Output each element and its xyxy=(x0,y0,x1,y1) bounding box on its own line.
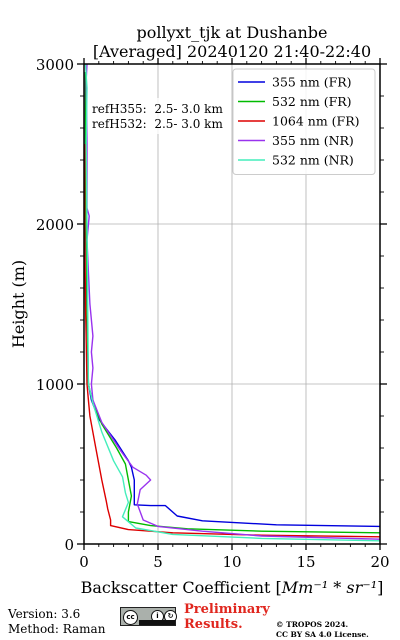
x-tick-label: 10 xyxy=(222,553,241,571)
chart-title-line2: [Averaged] 20240120 21:40-22:40 xyxy=(93,42,371,61)
legend-label: 355 nm (NR) xyxy=(272,133,354,148)
x-tick-label: 5 xyxy=(153,553,163,571)
series-line xyxy=(84,64,380,542)
copyright-line1: © TROPOS 2024. xyxy=(276,620,349,629)
x-tick-label: 20 xyxy=(370,553,389,571)
y-tick-label: 3000 xyxy=(36,56,74,74)
cc-icon: cc xyxy=(123,610,138,625)
y-tick-label: 2000 xyxy=(36,216,74,234)
axes-ticks: 0 5 10 15 20 0 1000 2000 3000 xyxy=(36,56,390,571)
y-tick-label: 1000 xyxy=(36,376,74,394)
legend-label: 532 nm (FR) xyxy=(272,94,352,109)
y-axis-label: Height (m) xyxy=(9,260,28,348)
backscatter-profile-chart: pollyxt_tjk at Dushanbe [Averaged] 20240… xyxy=(9,23,390,597)
method-text: Method: Raman xyxy=(8,622,106,636)
x-axis-label-prefix: Backscatter Coefficient [ xyxy=(81,578,282,597)
y-tick-label: 0 xyxy=(64,536,74,554)
x-axis-label-suffix: ] xyxy=(377,578,383,597)
data-series xyxy=(84,64,380,542)
annotation-refh355: refH355: 2.5- 3.0 km xyxy=(92,102,223,116)
copyright-line2: CC BY SA 4.0 License. xyxy=(276,630,369,639)
cc-by-sa-license-badge: cc i ↻ xyxy=(120,607,177,626)
legend-box xyxy=(232,68,376,175)
x-tick-label: 15 xyxy=(296,553,315,571)
preliminary-line1: Preliminary xyxy=(184,602,270,617)
x-axis-label: Backscatter Coefficient [Mm⁻¹ * sr⁻¹] xyxy=(81,578,384,597)
plot-frame xyxy=(83,63,381,545)
legend-label: 355 nm (FR) xyxy=(272,75,352,90)
badge-band xyxy=(139,620,175,625)
reference-height-annotation: refH355: 2.5- 3.0 km refH532: 2.5- 3.0 k… xyxy=(88,98,228,134)
legend: 355 nm (FR) 532 nm (FR) 1064 nm (FR) 355 nm… xyxy=(232,68,376,175)
x-axis-label-math: Mm⁻¹ * sr⁻¹ xyxy=(281,578,377,597)
chart-title-line1: pollyxt_tjk at Dushanbe xyxy=(136,23,327,42)
legend-label: 532 nm (NR) xyxy=(272,153,354,168)
series-line xyxy=(85,64,380,540)
by-icon: i xyxy=(151,610,164,623)
x-tick-label: 0 xyxy=(79,553,89,571)
version-text: Version: 3.6 xyxy=(8,607,81,621)
preliminary-line2: Results. xyxy=(184,617,243,632)
copyright-notice: © TROPOS 2024. CC BY SA 4.0 License. xyxy=(276,620,369,640)
version-info: Version: 3.6 Method: Raman xyxy=(8,607,105,637)
preliminary-results-label: Preliminary Results. xyxy=(184,602,270,632)
annotation-refh532: refH532: 2.5- 3.0 km xyxy=(92,117,223,131)
legend-label: 1064 nm (FR) xyxy=(272,114,360,129)
